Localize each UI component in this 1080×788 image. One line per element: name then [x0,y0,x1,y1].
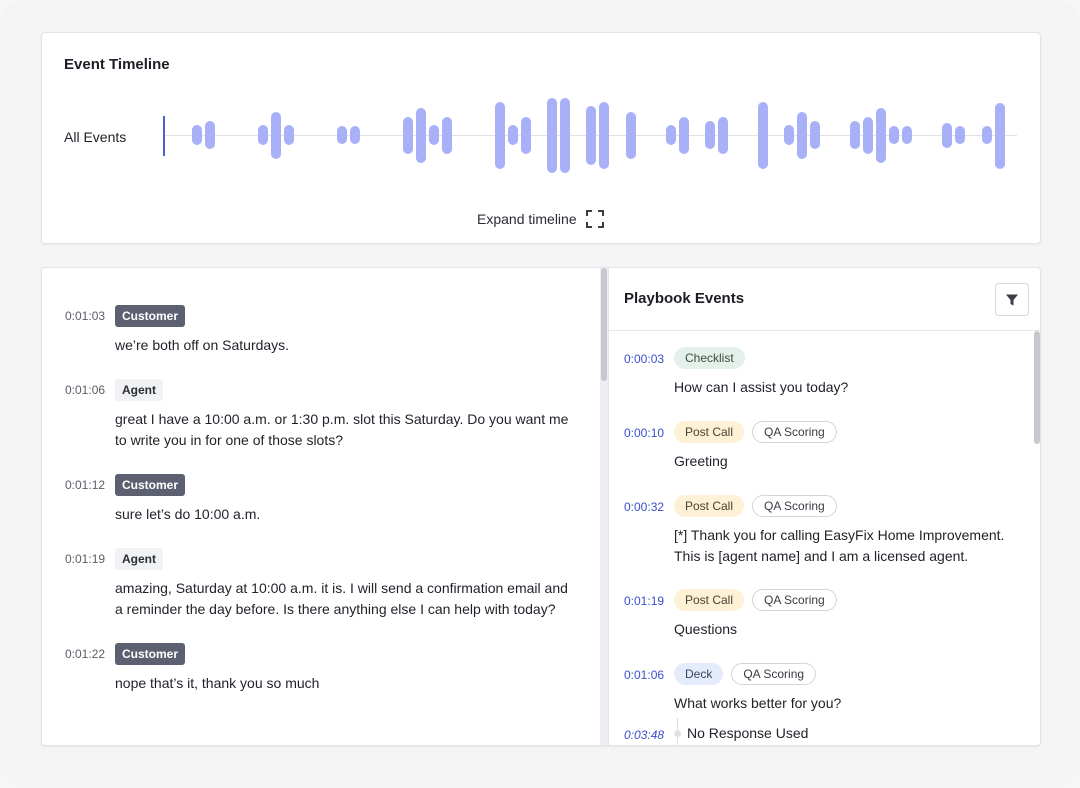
filter-icon [1006,294,1018,305]
event-text: What works better for you? [674,695,842,711]
timeline-event-bar[interactable] [863,117,873,154]
timeline-event-bar[interactable] [508,125,518,145]
playbook-sub-event[interactable]: 0:03:48 No Response Used [609,718,1029,745]
playbook-title: Playbook Events [624,290,745,307]
transcript-scrollbar-thumb[interactable] [601,268,607,381]
message-time[interactable]: 0:01:06 [65,383,106,397]
timeline-event-bar[interactable] [758,102,768,169]
timeline-event-bar[interactable] [495,102,505,169]
event-time[interactable]: 0:00:03 [624,352,665,366]
message-text: great I have a 10:00 a.m. or 1:30 p.m. s… [115,411,569,448]
message-text: sure let’s do 10:00 a.m. [115,506,261,522]
expand-timeline-button[interactable]: Expand timeline [477,210,604,228]
event-chip-post-call: Post Call [674,589,745,611]
timeline-event-bar[interactable] [666,125,676,145]
event-chip-post-call: Post Call [674,495,745,517]
expand-timeline-label: Expand timeline [477,211,577,227]
timeline-title: Event Timeline [64,56,170,73]
timeline-event-bar[interactable] [442,117,452,154]
sub-event-time[interactable]: 0:03:48 [624,728,665,742]
timeline-event-bar[interactable] [586,106,596,165]
timeline-event-bar[interactable] [416,108,426,163]
expand-icon [585,210,604,228]
speaker-badge: Agent [115,548,163,570]
event-text: Questions [674,621,738,637]
timeline-event-bar[interactable] [271,112,281,159]
timeline-event-bar[interactable] [626,112,636,159]
timeline-event-bar[interactable] [599,102,609,169]
timeline-event-bar[interactable] [192,125,202,145]
timeline-event-bar[interactable] [810,121,820,149]
event-chip-deck: Deck [674,663,724,685]
sub-event-text: No Response Used [687,725,809,741]
message-time[interactable]: 0:01:03 [65,309,106,323]
timeline-event-bar[interactable] [679,117,689,154]
event-chip-checklist: Checklist [674,347,745,369]
event-time[interactable]: 0:00:32 [624,500,665,514]
event-timeline-card: Event Timeline All Events [41,32,1041,244]
timeline-event-bar[interactable] [784,125,794,145]
event-time[interactable]: 0:01:19 [624,594,665,608]
timeline-event-bar[interactable] [850,121,860,149]
timeline-event-bar[interactable] [995,103,1005,169]
timeline-event-bar[interactable] [982,126,992,144]
timeline-event-bars [42,33,1042,245]
playbook-scrollbar-thumb[interactable] [1034,331,1040,444]
timeline-event-bar[interactable] [889,126,899,144]
message-time[interactable]: 0:01:12 [65,478,106,492]
event-chip-qa-scoring: QA Scoring [731,663,817,685]
speaker-badge: Customer [115,305,186,327]
message-time[interactable]: 0:01:19 [65,552,106,566]
playbook-events-panel: Playbook Events 0:00:03 Checklist How ca… [608,268,1040,745]
playbook-header: Playbook Events [609,268,1040,331]
timeline-event-bar[interactable] [284,125,294,145]
message-time[interactable]: 0:01:22 [65,647,106,661]
timeline-event-bar[interactable] [955,126,965,144]
speaker-badge: Customer [115,643,186,665]
playbook-scrollbar[interactable] [1033,331,1040,745]
event-chip-post-call: Post Call [674,421,745,443]
transcript-panel: 0:01:03 Customer we’re both off on Satur… [42,268,608,745]
sub-event-dot [674,730,681,737]
timeline-event-bar[interactable] [797,112,807,159]
filter-button[interactable] [995,283,1029,316]
timeline-event-bar[interactable] [258,125,268,145]
event-text: How can I assist you today? [674,379,849,395]
event-text: [*] Thank you for calling EasyFix Home I… [674,527,1005,564]
timeline-event-bar[interactable] [705,121,715,149]
playbook-events-list: 0:00:03 Checklist How can I assist you t… [609,331,1040,745]
timeline-event-bar[interactable] [718,117,728,154]
transcript-scrollbar[interactable] [600,268,608,745]
event-chip-qa-scoring: QA Scoring [752,421,837,443]
message-text: we’re both off on Saturdays. [115,337,290,353]
event-time[interactable]: 0:00:10 [624,426,665,440]
timeline-event-bar[interactable] [902,126,912,144]
timeline-event-bar[interactable] [560,98,570,173]
transcript-card: 0:01:03 Customer we’re both off on Satur… [41,267,1041,746]
speaker-badge: Customer [115,474,186,496]
message-text: amazing, Saturday at 10:00 a.m. it is. I… [115,580,568,617]
event-time[interactable]: 0:01:06 [624,668,665,682]
timeline-lane-label: All Events [64,129,127,145]
event-chip-qa-scoring: QA Scoring [752,589,837,611]
timeline-playhead[interactable] [163,116,165,156]
event-text: Greeting [674,453,728,469]
message-text: nope that’s it, thank you so much [115,675,320,691]
timeline-event-bar[interactable] [521,117,531,154]
timeline-event-bar[interactable] [403,117,413,154]
timeline-event-bar[interactable] [337,126,347,144]
timeline-event-bar[interactable] [876,108,886,163]
event-chip-qa-scoring: QA Scoring [752,495,837,517]
speaker-badge: Agent [115,379,163,401]
timeline-event-bar[interactable] [942,123,952,148]
timeline-event-bar[interactable] [350,126,360,144]
timeline-event-bar[interactable] [547,98,557,173]
timeline-event-bar[interactable] [205,121,215,149]
timeline-event-bar[interactable] [429,125,439,145]
